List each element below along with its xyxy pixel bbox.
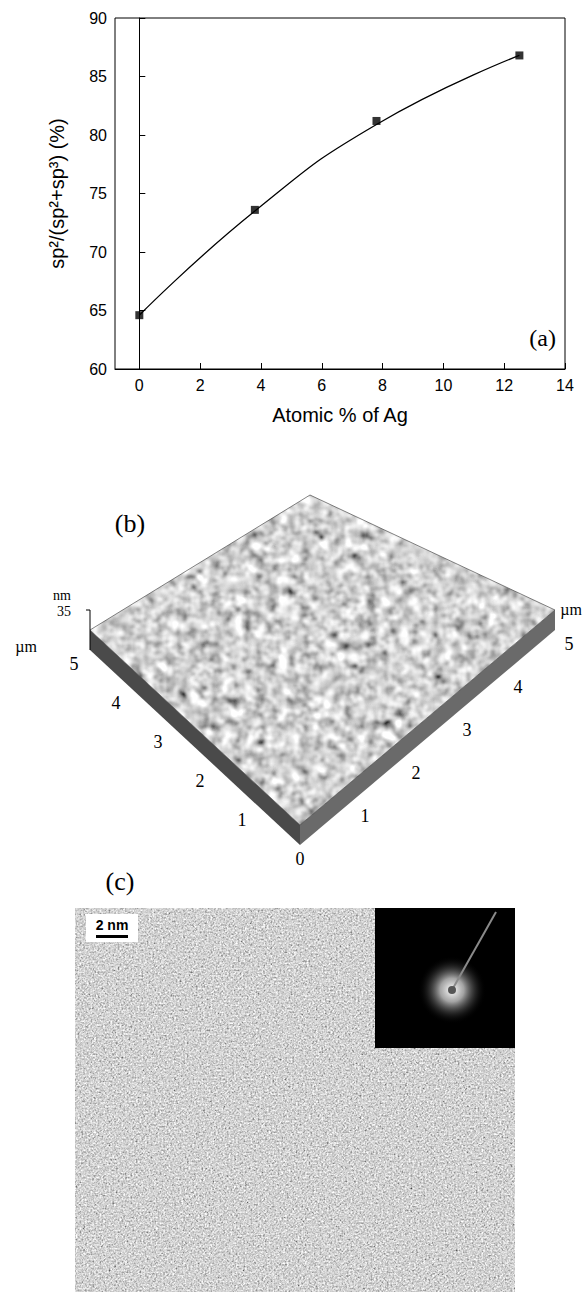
svg-text:65: 65 bbox=[89, 302, 107, 319]
svg-text:Atomic % of Ag: Atomic % of Ag bbox=[272, 404, 408, 426]
svg-text:8: 8 bbox=[378, 377, 387, 394]
svg-text:2: 2 bbox=[196, 771, 205, 791]
svg-text:4: 4 bbox=[112, 693, 121, 713]
svg-text:(c): (c) bbox=[106, 867, 135, 896]
svg-text:1: 1 bbox=[238, 810, 247, 830]
svg-text:70: 70 bbox=[89, 244, 107, 261]
svg-text:10: 10 bbox=[434, 377, 452, 394]
svg-text:µm: µm bbox=[560, 601, 582, 619]
svg-text:(a): (a) bbox=[529, 325, 556, 351]
svg-text:2: 2 bbox=[412, 763, 421, 783]
svg-text:12: 12 bbox=[495, 377, 513, 394]
svg-text:75: 75 bbox=[89, 185, 107, 202]
svg-text:14: 14 bbox=[556, 377, 574, 394]
svg-text:sp²/(sp²+sp³) (%): sp²/(sp²+sp³) (%) bbox=[46, 118, 68, 269]
svg-text:60: 60 bbox=[89, 361, 107, 378]
svg-text:2: 2 bbox=[196, 377, 205, 394]
svg-text:35: 35 bbox=[57, 604, 71, 619]
svg-text:85: 85 bbox=[89, 68, 107, 85]
svg-text:5: 5 bbox=[70, 654, 79, 674]
svg-text:5: 5 bbox=[565, 634, 574, 654]
svg-text:2 nm: 2 nm bbox=[96, 917, 129, 933]
svg-text:0: 0 bbox=[296, 849, 305, 869]
svg-text:90: 90 bbox=[89, 10, 107, 27]
svg-text:4: 4 bbox=[256, 377, 265, 394]
svg-text:(b): (b) bbox=[115, 509, 145, 538]
svg-text:µm: µm bbox=[15, 638, 37, 656]
svg-text:0: 0 bbox=[135, 377, 144, 394]
svg-text:1: 1 bbox=[361, 806, 370, 826]
svg-text:3: 3 bbox=[154, 732, 163, 752]
svg-text:nm: nm bbox=[53, 588, 71, 603]
svg-text:80: 80 bbox=[89, 127, 107, 144]
svg-text:3: 3 bbox=[463, 720, 472, 740]
svg-text:4: 4 bbox=[514, 677, 523, 697]
svg-text:6: 6 bbox=[317, 377, 326, 394]
